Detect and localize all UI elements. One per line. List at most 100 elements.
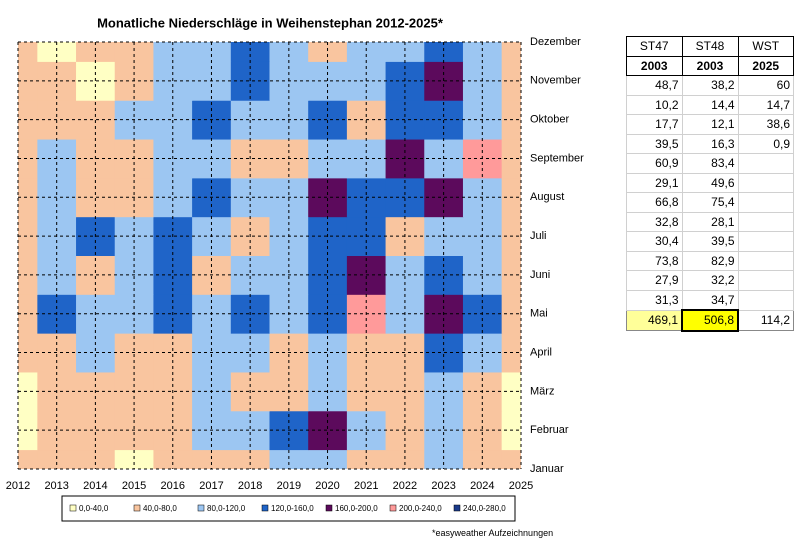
y-tick-label: März bbox=[530, 385, 554, 397]
table-row: 31,3 34,7 bbox=[626, 289, 794, 311]
x-tick-label: 2017 bbox=[199, 480, 223, 492]
table-row: 27,9 32,2 bbox=[626, 270, 794, 291]
contour-cell bbox=[18, 449, 38, 469]
table-cell: 16,3 bbox=[681, 133, 739, 154]
x-tick-label: 2022 bbox=[393, 480, 417, 492]
contour-cell bbox=[37, 42, 77, 62]
table-cell bbox=[737, 231, 794, 252]
table-cell: 75,4 bbox=[681, 192, 739, 213]
table-cell: 114,2 bbox=[737, 309, 794, 331]
table-cell: 38,2 bbox=[681, 75, 739, 96]
legend-label: 200,0-240,0 bbox=[399, 504, 442, 513]
table-cell: 28,1 bbox=[681, 211, 739, 232]
y-tick-label: Oktober bbox=[530, 114, 569, 126]
contour-cell bbox=[308, 449, 348, 469]
table-cell: ST48 bbox=[681, 36, 739, 57]
x-tick-label: 2016 bbox=[161, 480, 185, 492]
table-cell: 10,2 bbox=[626, 94, 683, 115]
table-cell: 0,9 bbox=[737, 133, 794, 154]
table-cell: 66,8 bbox=[626, 192, 683, 213]
table-cell bbox=[737, 153, 794, 174]
y-tick-label: April bbox=[530, 346, 552, 358]
contour-cell bbox=[462, 449, 503, 469]
table-cell: 29,1 bbox=[626, 172, 683, 193]
table-cell: 32,8 bbox=[626, 211, 683, 232]
table-cell bbox=[737, 192, 794, 213]
x-tick-label: 2019 bbox=[277, 480, 301, 492]
table-row: 2003 2003 2025 bbox=[626, 55, 794, 76]
table-cell: 32,2 bbox=[681, 270, 739, 291]
y-tick-label: November bbox=[530, 75, 581, 87]
legend-swatch bbox=[453, 504, 461, 512]
chart-title: Monatliche Niederschläge in Weihenstepha… bbox=[97, 15, 444, 30]
table-row: 60,9 83,4 bbox=[626, 153, 794, 174]
legend-swatch bbox=[197, 504, 205, 512]
table-cell: 39,5 bbox=[681, 231, 739, 252]
table-cell: 2025 bbox=[737, 55, 794, 76]
contour-area bbox=[18, 42, 521, 469]
table-cell: 60 bbox=[737, 75, 794, 96]
y-tick-label: Februar bbox=[530, 424, 569, 436]
table-row: 66,8 75,4 bbox=[626, 192, 794, 213]
table-cell: 2003 bbox=[681, 55, 739, 76]
contour-cell bbox=[385, 42, 425, 62]
table-row: 48,7 38,2 60 bbox=[626, 75, 794, 96]
legend-label: 0,0-40,0 bbox=[79, 504, 109, 513]
contour-cell bbox=[192, 42, 232, 62]
table-cell bbox=[737, 250, 794, 271]
table-cell: 73,8 bbox=[626, 250, 683, 271]
table-cell: 83,4 bbox=[681, 153, 739, 174]
contour-cell bbox=[18, 371, 38, 412]
contour-cell bbox=[230, 42, 270, 62]
contour-cell bbox=[114, 449, 154, 469]
table-cell bbox=[737, 270, 794, 291]
x-tick-label: 2015 bbox=[122, 480, 146, 492]
contour-cell bbox=[269, 42, 309, 62]
y-tick-label: Januar bbox=[530, 463, 564, 475]
contour-cell bbox=[192, 449, 232, 469]
legend-label: 160,0-200,0 bbox=[335, 504, 378, 513]
contour-cell bbox=[230, 410, 270, 451]
table-cell: WST bbox=[737, 36, 794, 57]
contour-cell bbox=[385, 449, 425, 469]
x-tick-label: 2021 bbox=[354, 480, 378, 492]
table-cell: ST47 bbox=[626, 36, 683, 57]
table-cell bbox=[737, 211, 794, 232]
contour-cell bbox=[462, 42, 503, 62]
x-tick-label: 2023 bbox=[431, 480, 455, 492]
contour-cell bbox=[501, 449, 521, 469]
contour-cell bbox=[269, 449, 309, 469]
legend-label: 120,0-160,0 bbox=[271, 504, 314, 513]
x-tick-label: 2014 bbox=[83, 480, 107, 492]
table-cell: 14,7 bbox=[737, 94, 794, 115]
table-cell: 49,6 bbox=[681, 172, 739, 193]
y-tick-label: Dezember bbox=[530, 36, 581, 48]
legend-swatch bbox=[325, 504, 333, 512]
table-cell: 469,1 bbox=[626, 309, 683, 331]
contour-cell bbox=[153, 449, 193, 469]
contour-cell bbox=[18, 42, 38, 62]
legend-label: 80,0-120,0 bbox=[207, 504, 246, 513]
table-row: 32,8 28,1 bbox=[626, 211, 794, 232]
contour-cell bbox=[308, 42, 348, 62]
table-cell bbox=[737, 289, 794, 311]
grid bbox=[17, 41, 522, 470]
table-cell: 31,3 bbox=[626, 289, 683, 311]
contour-cell bbox=[230, 333, 270, 373]
chart: Monatliche Niederschläge in Weihenstepha… bbox=[6, 15, 584, 522]
y-tick-label: September bbox=[530, 152, 584, 164]
contour-cell bbox=[501, 42, 521, 62]
contour-cell bbox=[18, 177, 38, 218]
contour-cell bbox=[230, 449, 270, 469]
footnote: *easyweather Aufzeichnungen bbox=[432, 528, 554, 538]
table-cell: 506,8 bbox=[681, 309, 739, 332]
contour-cell bbox=[346, 42, 387, 62]
contour-cell bbox=[76, 449, 116, 469]
table-cell: 48,7 bbox=[626, 75, 683, 96]
table-row: 29,1 49,6 bbox=[626, 172, 794, 193]
x-tick-label: 2013 bbox=[44, 480, 68, 492]
legend-label: 40,0-80,0 bbox=[143, 504, 177, 513]
contour-cell bbox=[18, 294, 38, 334]
contour-cell bbox=[18, 333, 38, 373]
